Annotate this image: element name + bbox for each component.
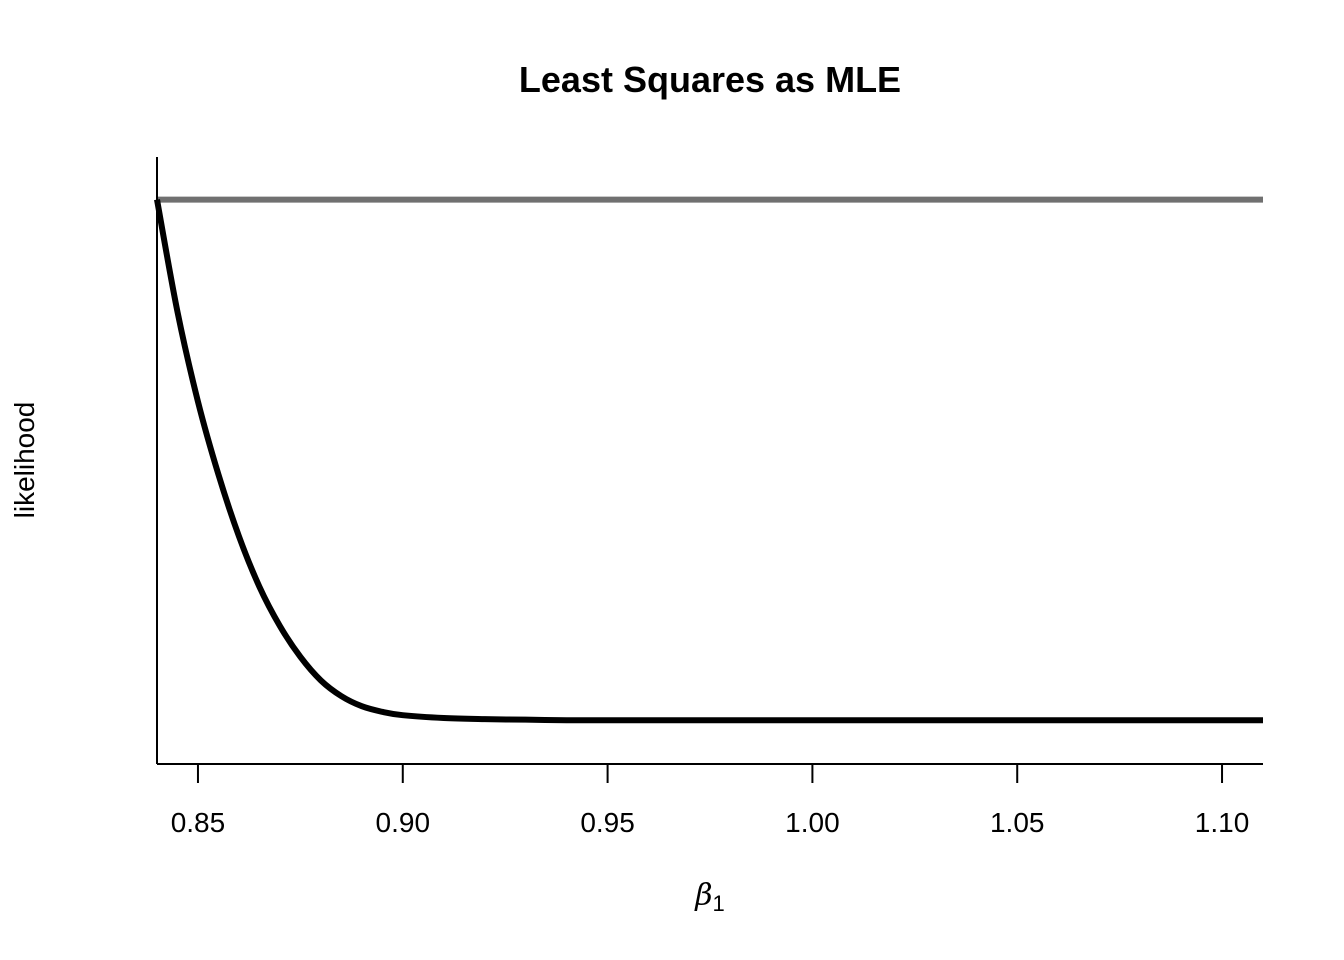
x-ticks: 0.85 0.90 0.95 1.00 1.05 1.10 <box>171 764 1250 838</box>
x-tick-label: 1.00 <box>785 807 840 838</box>
x-tick-label: 0.90 <box>376 807 431 838</box>
x-axis-label: β1 <box>694 878 725 916</box>
x-tick-label: 1.10 <box>1195 807 1250 838</box>
series-line-likelihood <box>154 199 1263 724</box>
x-axis-label-symbol: β <box>694 878 712 913</box>
x-tick-label: 0.95 <box>580 807 635 838</box>
y-axis-label: likelihood <box>9 402 40 519</box>
chart-title: Least Squares as MLE <box>519 59 901 100</box>
x-tick-label: 1.05 <box>990 807 1045 838</box>
plot-area <box>154 196 1263 724</box>
x-axis-label-subscript: 1 <box>713 891 725 916</box>
x-tick-label: 0.85 <box>171 807 226 838</box>
